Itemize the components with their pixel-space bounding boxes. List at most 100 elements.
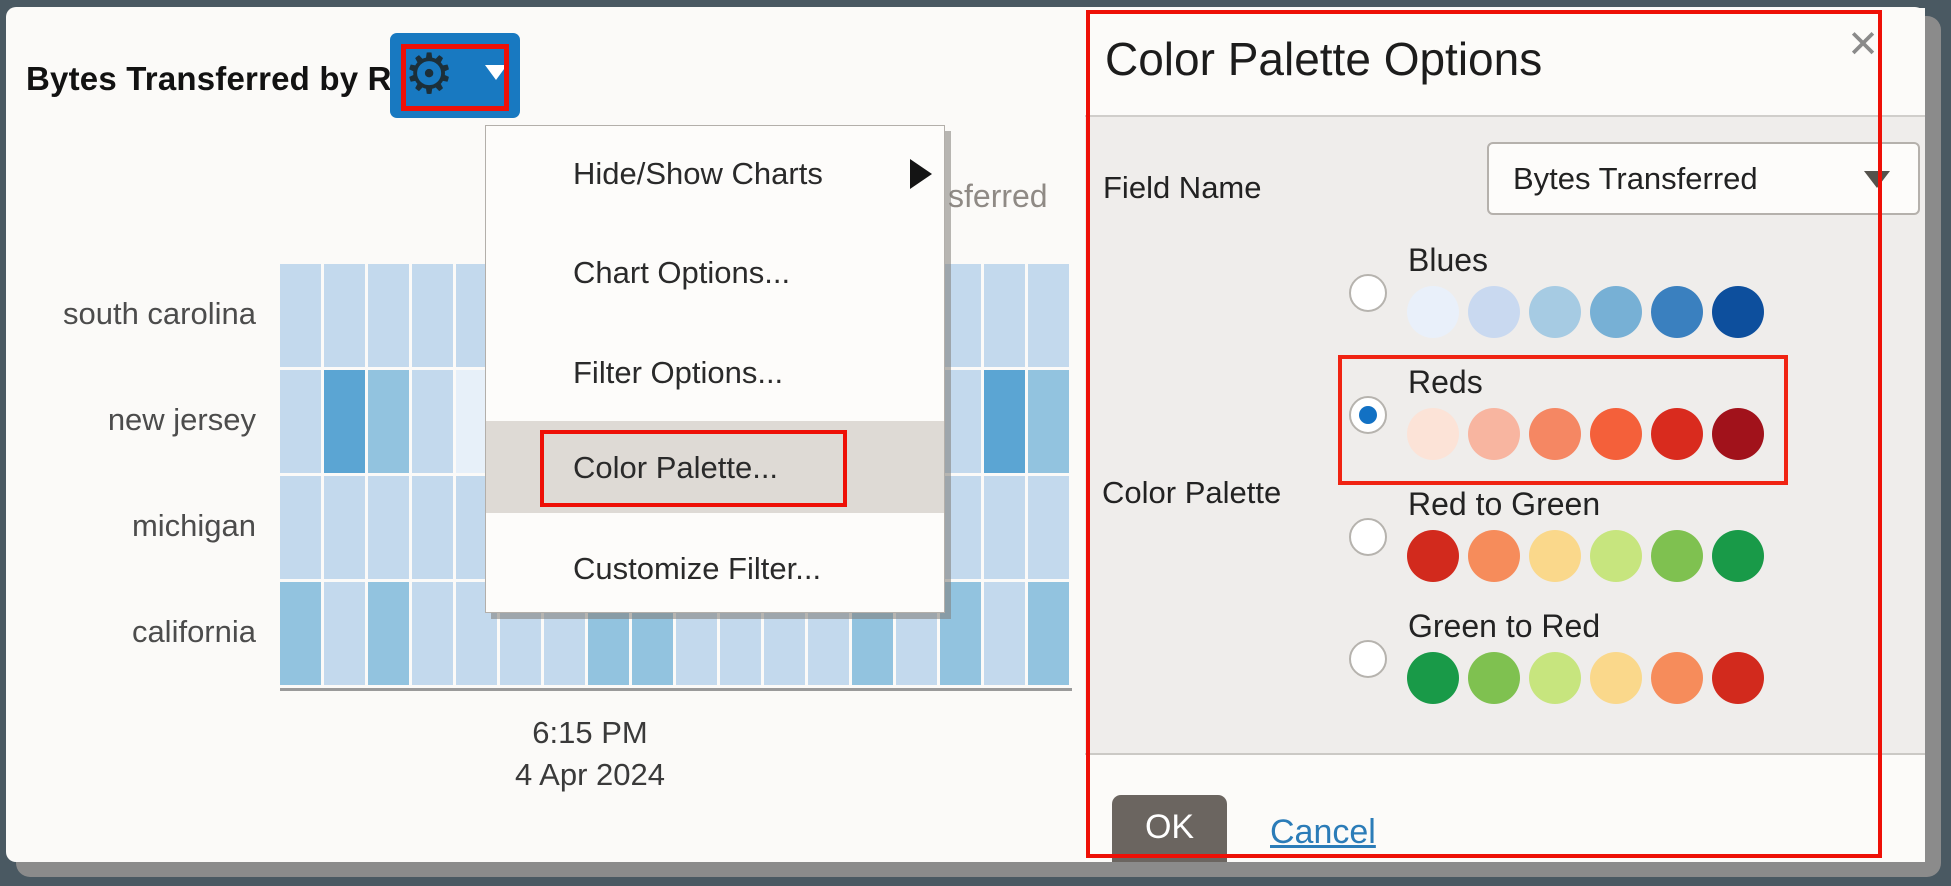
legend-title-partial: sferred <box>948 178 1048 214</box>
menu-item-chart-options[interactable]: Chart Options... <box>486 252 944 294</box>
heatmap-cell[interactable] <box>940 370 981 473</box>
palette-swatches-red-to-green <box>1407 530 1773 582</box>
menu-item-highlight <box>486 421 944 513</box>
ok-button[interactable]: OK <box>1112 795 1227 862</box>
menu-item-label: Hide/Show Charts <box>573 156 823 191</box>
field-name-label: Field Name <box>1103 170 1262 205</box>
heatmap-cell[interactable] <box>280 370 321 473</box>
palette-swatches-blues <box>1407 286 1773 338</box>
palette-swatch <box>1590 530 1642 582</box>
heatmap-cell[interactable] <box>412 264 453 367</box>
heatmap-cell[interactable] <box>368 476 409 579</box>
palette-label-green-to-red: Green to Red <box>1408 608 1601 644</box>
menu-item-label: Color Palette... <box>573 450 779 485</box>
field-name-selected-value: Bytes Transferred <box>1513 161 1758 196</box>
menu-item-label: Filter Options... <box>573 355 784 390</box>
palette-swatch <box>1407 652 1459 704</box>
menu-item-color-palette[interactable]: Color Palette... <box>486 447 944 489</box>
gear-icon: ⚙ <box>404 42 455 105</box>
radio-reds[interactable] <box>1349 396 1387 434</box>
palette-swatch <box>1651 530 1703 582</box>
close-icon[interactable]: ✕ <box>1847 24 1879 66</box>
field-name-select[interactable]: Bytes Transferred <box>1487 142 1920 215</box>
palette-swatch <box>1651 408 1703 460</box>
color-palette-options-dialog: Color Palette Options ✕ Field Name Bytes… <box>1085 8 1925 862</box>
palette-swatch <box>1468 408 1520 460</box>
menu-item-filter-options[interactable]: Filter Options... <box>486 352 944 394</box>
heatmap-cell[interactable] <box>280 582 321 685</box>
menu-item-customize-filter[interactable]: Customize Filter... <box>486 548 944 590</box>
heatmap-cell[interactable] <box>280 264 321 367</box>
palette-swatch <box>1529 652 1581 704</box>
heatmap-cell[interactable] <box>1028 582 1069 685</box>
palette-swatch <box>1651 652 1703 704</box>
heatmap-cell[interactable] <box>1028 476 1069 579</box>
row-label-south-carolina: south carolina <box>62 296 256 331</box>
radio-green-to-red[interactable] <box>1349 640 1387 678</box>
palette-swatch <box>1407 530 1459 582</box>
heatmap-cell[interactable] <box>940 582 981 685</box>
palette-label-red-to-green: Red to Green <box>1408 486 1601 522</box>
row-label-california: california <box>131 614 256 649</box>
palette-swatch <box>1529 408 1581 460</box>
chart-settings-button[interactable]: ⚙ <box>390 33 520 118</box>
palette-swatch <box>1529 530 1581 582</box>
heatmap-cell[interactable] <box>368 582 409 685</box>
row-label-michigan: michigan <box>131 508 256 543</box>
heatmap-cell[interactable] <box>940 476 981 579</box>
palette-swatch <box>1407 408 1459 460</box>
palette-swatches-reds <box>1407 408 1773 460</box>
palette-swatch <box>1590 408 1642 460</box>
menu-item-label: Chart Options... <box>573 255 791 290</box>
palette-swatch <box>1712 652 1764 704</box>
select-caret-icon <box>1864 171 1890 188</box>
palette-label-blues: Blues <box>1408 242 1489 278</box>
palette-swatch <box>1468 652 1520 704</box>
palette-swatch <box>1590 652 1642 704</box>
row-label-new-jersey: new jersey <box>107 402 256 437</box>
x-axis-time-label: 6:15 PM 4 Apr 2024 <box>380 712 800 796</box>
heatmap-cell[interactable] <box>412 476 453 579</box>
heatmap-cell[interactable] <box>280 476 321 579</box>
submenu-arrow-icon <box>910 159 932 189</box>
heatmap-cell[interactable] <box>324 476 365 579</box>
radio-blues[interactable] <box>1349 274 1387 312</box>
heatmap-cell[interactable] <box>324 370 365 473</box>
palette-swatch <box>1468 530 1520 582</box>
heatmap-cell[interactable] <box>984 370 1025 473</box>
menu-item-hide-show-charts[interactable]: Hide/Show Charts <box>486 153 944 195</box>
color-palette-section-label: Color Palette <box>1102 475 1282 510</box>
time-label-date: 4 Apr 2024 <box>515 757 665 792</box>
palette-swatch <box>1468 286 1520 338</box>
palette-swatch <box>1529 286 1581 338</box>
chart-settings-menu: Hide/Show Charts Chart Options... Filter… <box>485 125 945 613</box>
dialog-title-divider <box>1085 115 1925 117</box>
palette-label-reds: Reds <box>1408 364 1483 400</box>
heatmap-cell[interactable] <box>984 582 1025 685</box>
palette-swatch <box>1712 286 1764 338</box>
palette-swatches-green-to-red <box>1407 652 1773 704</box>
x-axis-line <box>280 688 1072 691</box>
chevron-down-icon <box>485 65 507 80</box>
palette-swatch <box>1407 286 1459 338</box>
palette-swatch <box>1590 286 1642 338</box>
heatmap-cell[interactable] <box>940 264 981 367</box>
dialog-title: Color Palette Options <box>1105 33 1543 85</box>
heatmap-cell[interactable] <box>324 582 365 685</box>
heatmap-cell[interactable] <box>324 264 365 367</box>
heatmap-cell[interactable] <box>984 476 1025 579</box>
menu-item-label: Customize Filter... <box>573 551 822 586</box>
heatmap-cell[interactable] <box>1028 370 1069 473</box>
heatmap-cell[interactable] <box>1028 264 1069 367</box>
radio-red-to-green[interactable] <box>1349 518 1387 556</box>
heatmap-cell[interactable] <box>368 264 409 367</box>
heatmap-cell[interactable] <box>368 370 409 473</box>
palette-swatch <box>1712 530 1764 582</box>
palette-swatch <box>1712 408 1764 460</box>
radio-selected-dot <box>1359 406 1377 424</box>
cancel-link[interactable]: Cancel <box>1270 813 1376 851</box>
heatmap-cell[interactable] <box>984 264 1025 367</box>
dialog-footer-divider <box>1085 753 1925 755</box>
heatmap-cell[interactable] <box>412 370 453 473</box>
heatmap-cell[interactable] <box>412 582 453 685</box>
